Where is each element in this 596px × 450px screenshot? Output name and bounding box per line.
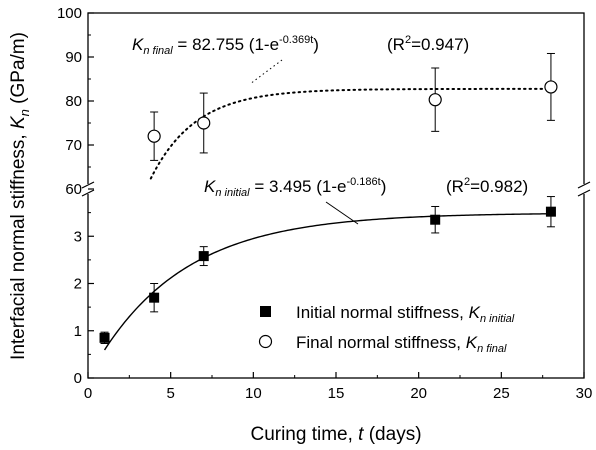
y-tick-label: 80 bbox=[65, 93, 82, 110]
fit-label-final: Kn final = 82.755 (1-e-0.369t) bbox=[132, 34, 319, 57]
x-tick-label: 0 bbox=[84, 385, 92, 402]
data-point-initial bbox=[430, 214, 441, 225]
x-tick-label: 30 bbox=[576, 385, 593, 402]
y-tick-label: 3 bbox=[74, 228, 82, 245]
legend: Initial normal stiffness, Kn initial Fin… bbox=[258, 303, 515, 355]
x-tick-label: 15 bbox=[328, 385, 345, 402]
data-point-initial bbox=[99, 332, 110, 343]
x-tick-label: 20 bbox=[410, 385, 427, 402]
fit-label-leader-final bbox=[249, 59, 283, 85]
fit-curves bbox=[103, 59, 552, 351]
x-tick-label: 25 bbox=[493, 385, 510, 402]
legend-marker-initial bbox=[260, 306, 271, 317]
data-point-final bbox=[147, 129, 161, 143]
fit-curve-initial bbox=[103, 213, 551, 351]
fit-curve-final bbox=[149, 87, 552, 180]
data-point-final bbox=[197, 116, 211, 130]
fit-r2-initial: (R2=0.982) bbox=[446, 176, 528, 196]
data-point-initial bbox=[149, 292, 160, 303]
y-axis-title: Interfacial normal stiffness, Kn (GPa/m) bbox=[8, 32, 32, 360]
legend-label-initial: Initial normal stiffness, Kn initial bbox=[296, 303, 515, 325]
legend-label-final: Final normal stiffness, Kn final bbox=[296, 333, 507, 355]
y-tick-label: 70 bbox=[65, 137, 82, 154]
fit-label-initial: Kn initial = 3.495 (1-e-0.186t) bbox=[204, 176, 386, 199]
data-point-initial bbox=[545, 206, 556, 217]
y-tick-label: 90 bbox=[65, 49, 82, 66]
x-tick-label: 10 bbox=[245, 385, 262, 402]
y-tick-label: 0 bbox=[74, 370, 82, 387]
y-tick-label: 2 bbox=[74, 276, 82, 293]
x-axis-title: Curing time, t (days) bbox=[250, 424, 421, 445]
fit-r2-final: (R2=0.947) bbox=[387, 34, 469, 54]
data-point-final bbox=[544, 80, 558, 94]
y-tick-label: 100 bbox=[57, 5, 82, 22]
x-tick-label: 5 bbox=[166, 385, 174, 402]
ticks: 0 5 10 15 20 25 30 0 1 2 3 60 70 80 90 100 bbox=[57, 5, 592, 402]
y-tick-label: 1 bbox=[74, 323, 82, 340]
data-point-initial bbox=[198, 251, 209, 262]
data-points bbox=[99, 52, 558, 345]
legend-marker-final bbox=[258, 334, 273, 349]
data-point-final bbox=[428, 93, 442, 107]
fit-label-leader-initial bbox=[325, 201, 359, 225]
y-tick-label: 60 bbox=[65, 181, 82, 198]
